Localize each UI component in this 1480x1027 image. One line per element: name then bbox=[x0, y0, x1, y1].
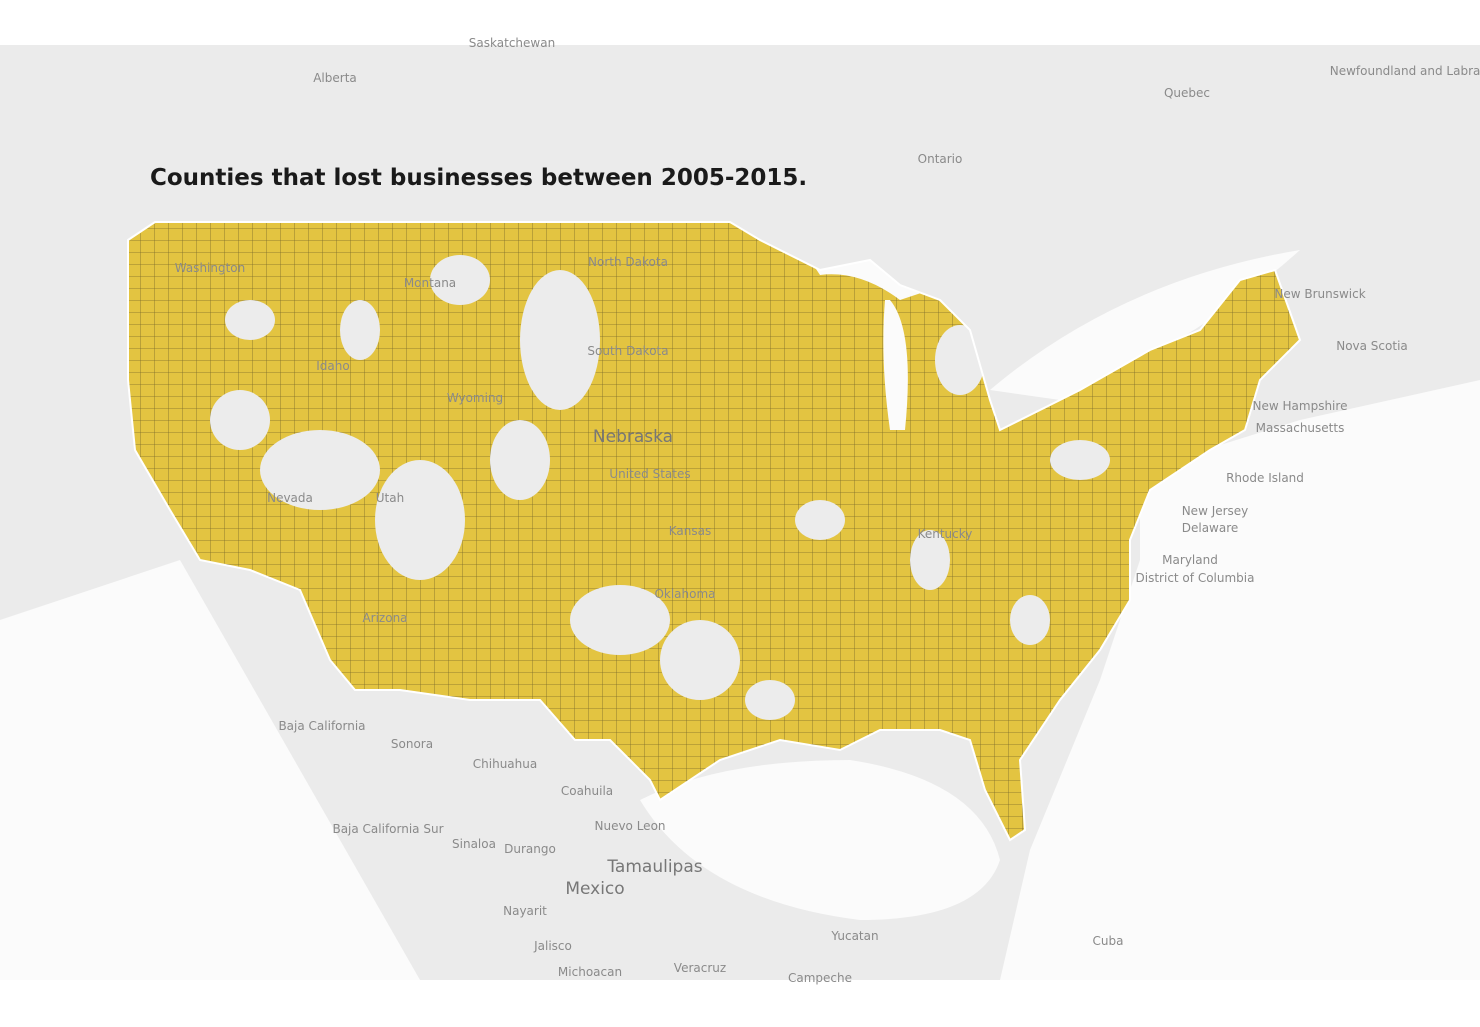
place-label: Michoacan bbox=[558, 965, 622, 979]
place-label: Alberta bbox=[313, 71, 357, 85]
place-label: Nayarit bbox=[503, 904, 547, 918]
place-label: Quebec bbox=[1164, 86, 1210, 100]
place-label: Wyoming bbox=[447, 391, 503, 405]
place-label: Massachusetts bbox=[1256, 421, 1345, 435]
place-label: New Brunswick bbox=[1274, 287, 1365, 301]
place-label: Arizona bbox=[362, 611, 407, 625]
place-label: Rhode Island bbox=[1226, 471, 1304, 485]
place-label: Nevada bbox=[267, 491, 313, 505]
map-title: Counties that lost businesses between 20… bbox=[150, 165, 807, 191]
place-label: Nuevo Leon bbox=[594, 819, 665, 833]
place-label: Washington bbox=[175, 261, 246, 275]
place-label: Campeche bbox=[788, 971, 852, 985]
place-label: Ontario bbox=[918, 152, 963, 166]
place-label: Baja California bbox=[278, 719, 365, 733]
place-label: Sonora bbox=[391, 737, 433, 751]
place-label: Sinaloa bbox=[452, 837, 496, 851]
saint-lawrence bbox=[990, 250, 1300, 400]
place-label: South Dakota bbox=[587, 344, 668, 358]
place-label: District of Columbia bbox=[1136, 571, 1255, 585]
place-label: Baja California Sur bbox=[332, 822, 443, 836]
place-label: Montana bbox=[404, 276, 456, 290]
place-label: Kentucky bbox=[918, 527, 973, 541]
place-label: Idaho bbox=[316, 359, 349, 373]
place-label: Saskatchewan bbox=[469, 36, 555, 50]
place-label: Tamaulipas bbox=[606, 857, 702, 877]
place-label: Yucatan bbox=[830, 929, 878, 943]
place-label: Newfoundland and Labrador bbox=[1330, 64, 1480, 78]
place-label: Nebraska bbox=[593, 427, 673, 447]
gulf-of-mexico bbox=[640, 760, 1000, 920]
place-label: Veracruz bbox=[674, 961, 726, 975]
place-label: Nova Scotia bbox=[1336, 339, 1408, 353]
lake-michigan bbox=[883, 300, 908, 430]
place-label: United States bbox=[609, 467, 690, 481]
place-label: North Dakota bbox=[588, 255, 668, 269]
place-label: New Jersey bbox=[1182, 504, 1249, 518]
place-label: Cuba bbox=[1093, 934, 1124, 948]
place-label: Oklahoma bbox=[654, 587, 715, 601]
place-label: Utah bbox=[376, 491, 404, 505]
place-label: Durango bbox=[504, 842, 556, 856]
place-label: Coahuila bbox=[561, 784, 613, 798]
place-label: Jalisco bbox=[533, 939, 572, 953]
pacific-ocean bbox=[0, 560, 420, 980]
place-label: New Hampshire bbox=[1253, 399, 1348, 413]
place-label: Mexico bbox=[565, 879, 624, 899]
place-label: Kansas bbox=[669, 524, 711, 538]
atlantic-ocean bbox=[1000, 380, 1480, 980]
place-labels: Saskatchewan Alberta Quebec Newfoundland an… bbox=[175, 36, 1480, 985]
no-loss-areas bbox=[210, 255, 1110, 720]
place-label: Maryland bbox=[1162, 553, 1218, 567]
place-label: Delaware bbox=[1182, 521, 1239, 535]
place-label: Chihuahua bbox=[473, 757, 537, 771]
